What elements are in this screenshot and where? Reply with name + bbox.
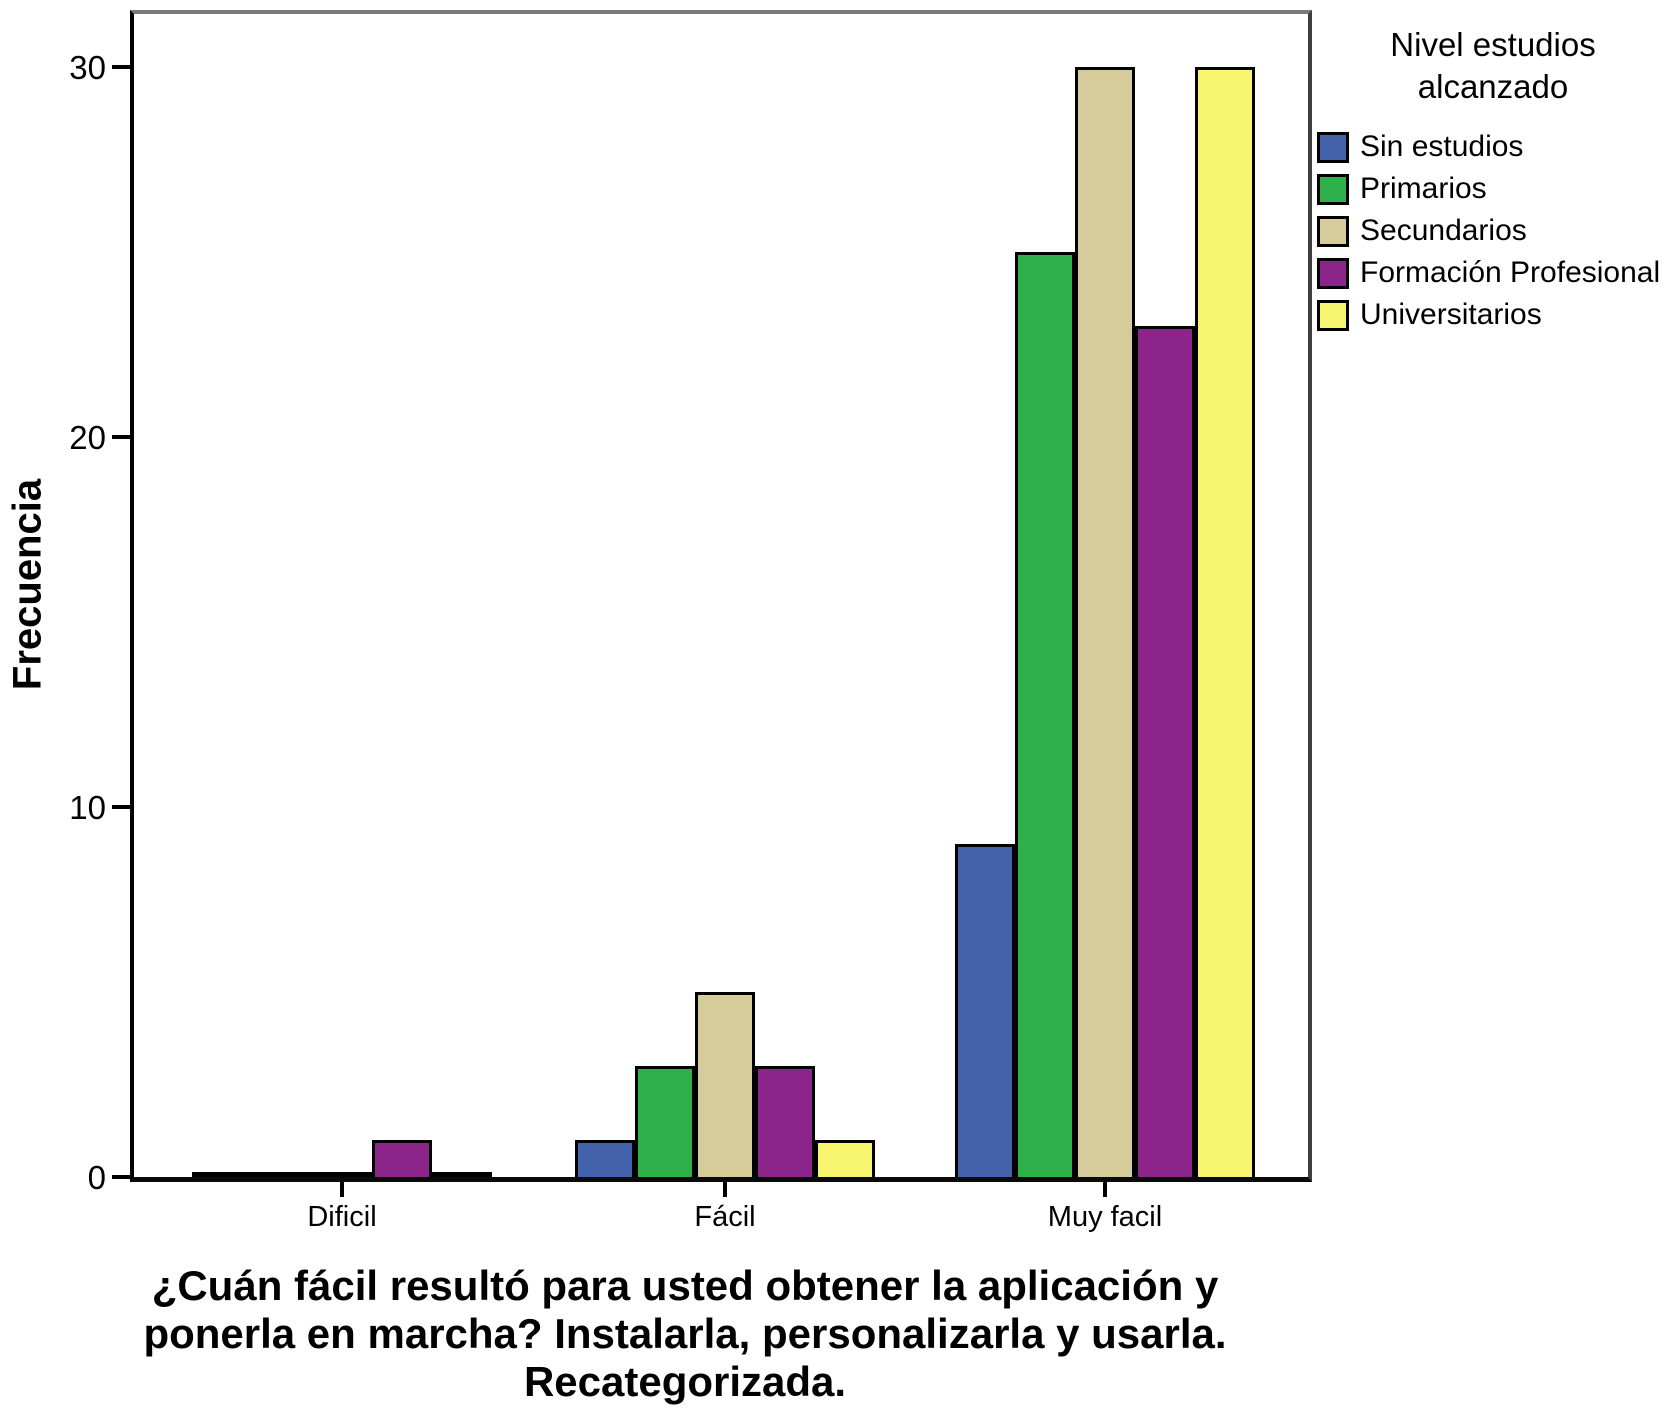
bar-formacio-n-profesional-muy-facil	[1135, 326, 1195, 1177]
legend-swatch-universitarios	[1317, 299, 1349, 331]
plot-area	[130, 10, 1312, 1182]
bar-primarios-muy-facil	[1015, 252, 1075, 1177]
x-tick-mark-dificil	[340, 1182, 344, 1197]
legend-label-primarios: Primarios	[1360, 172, 1487, 205]
bar-universitarios-dificil	[432, 1172, 492, 1177]
legend-label-formacio-n-profesional: Formación Profesional	[1360, 256, 1661, 289]
x-axis-title: ¿Cuán fácil resultó para usted obtener l…	[85, 1262, 1285, 1406]
bar-sin-estudios-muy-facil	[955, 844, 1015, 1177]
x-axis-title-line1: ¿Cuán fácil resultó para usted obtener l…	[151, 1262, 1219, 1309]
x-axis-title-line3: Recategorizada.	[523, 1358, 847, 1405]
legend-title-line2: alcanzado	[1417, 68, 1569, 105]
x-tick-mark-muy-facil	[1103, 1182, 1107, 1197]
legend: Sin estudios Primarios Secundarios Formació…	[1317, 126, 1660, 336]
legend-title: Nivel estudios alcanzado	[1318, 24, 1668, 108]
x-axis-title-line2: ponerla en marcha? Instalarla, personali…	[143, 1310, 1227, 1357]
bar-secundarios-fa-cil	[695, 992, 755, 1177]
y-tick-mark-10	[112, 805, 130, 809]
x-tick-label-fa-cil: Fácil	[694, 1201, 756, 1233]
legend-swatch-primarios	[1317, 173, 1349, 205]
y-tick-mark-20	[112, 435, 130, 439]
x-tick-label-dificil: Dificil	[307, 1201, 377, 1233]
y-tick-mark-0	[112, 1175, 130, 1179]
bar-secundarios-muy-facil	[1075, 67, 1135, 1177]
bar-primarios-dificil	[252, 1172, 312, 1177]
bar-sin-estudios-dificil	[192, 1172, 252, 1177]
legend-item-sin-estudios: Sin estudios	[1317, 126, 1660, 168]
y-tick-label-20: 20	[69, 419, 106, 456]
legend-item-universitarios: Universitarios	[1317, 294, 1660, 336]
bar-universitarios-muy-facil	[1195, 67, 1255, 1177]
y-tick-label-30: 30	[69, 49, 106, 86]
x-tick-mark-fa-cil	[723, 1182, 727, 1197]
y-axis-title: Frecuencia	[5, 478, 50, 691]
legend-label-secundarios: Secundarios	[1360, 214, 1527, 247]
x-tick-label-muy-facil: Muy facil	[1047, 1201, 1163, 1233]
bar-universitarios-fa-cil	[815, 1140, 875, 1177]
legend-item-secundarios: Secundarios	[1317, 210, 1660, 252]
bar-primarios-fa-cil	[635, 1066, 695, 1177]
bar-formacio-n-profesional-fa-cil	[755, 1066, 815, 1177]
legend-swatch-formacio-n-profesional	[1317, 257, 1349, 289]
legend-label-sin-estudios: Sin estudios	[1360, 130, 1524, 163]
legend-title-line1: Nivel estudios	[1390, 26, 1596, 63]
legend-item-formacio-n-profesional: Formación Profesional	[1317, 252, 1660, 294]
y-tick-label-0: 0	[87, 1159, 106, 1196]
legend-swatch-sin-estudios	[1317, 131, 1349, 163]
y-tick-label-10: 10	[69, 789, 106, 826]
bar-secundarios-dificil	[312, 1172, 372, 1177]
bar-formacio-n-profesional-dificil	[372, 1140, 432, 1177]
legend-label-universitarios: Universitarios	[1360, 298, 1542, 331]
legend-item-primarios: Primarios	[1317, 168, 1660, 210]
bar-sin-estudios-fa-cil	[575, 1140, 635, 1177]
y-tick-mark-30	[112, 65, 130, 69]
legend-swatch-secundarios	[1317, 215, 1349, 247]
